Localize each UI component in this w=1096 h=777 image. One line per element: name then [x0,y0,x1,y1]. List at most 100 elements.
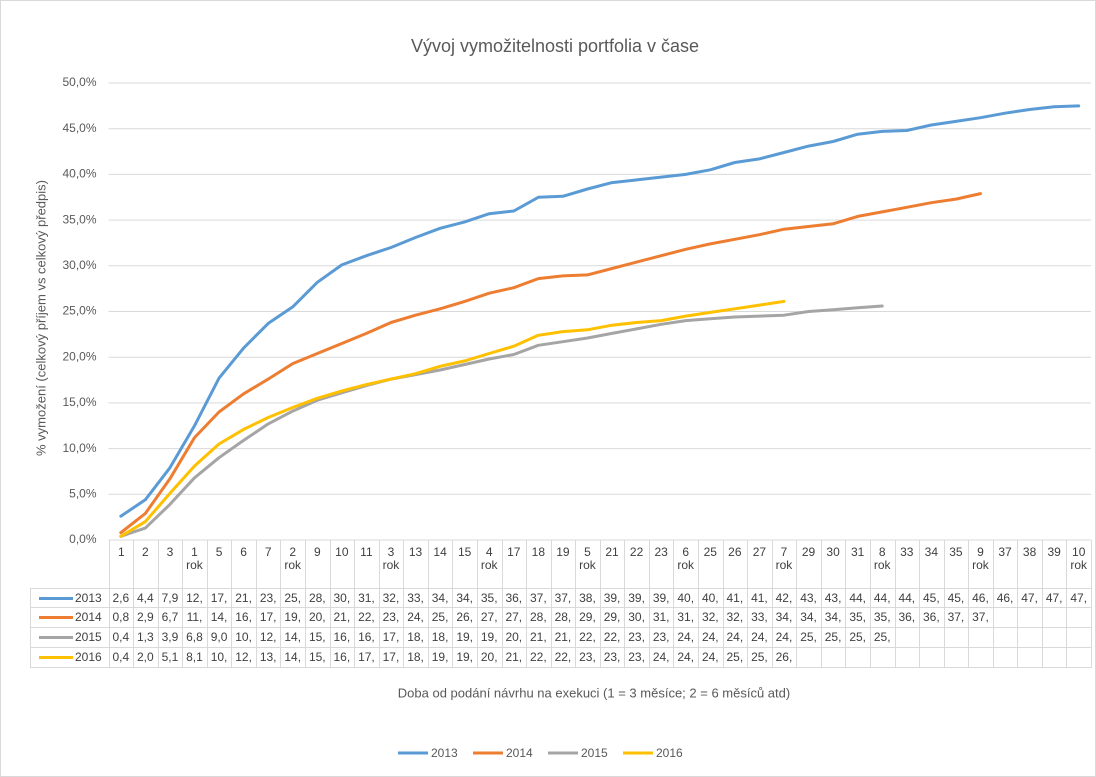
table-cell: 15, [305,648,331,668]
table-cell: 47, [1017,588,1043,608]
table-cell: 23, [624,628,650,648]
table-cell: 12, [182,588,208,608]
table-cell: 18, [403,628,429,648]
legend-label: 2015 [581,746,608,760]
table-cell [919,628,945,648]
table-cell: 31, [673,608,699,628]
table-series-name: 2015 [75,630,102,644]
table-cell [820,648,847,668]
table-cell: 20, [476,648,503,668]
y-tick-label: 20,0% [62,349,96,363]
table-cell: 19, [452,648,478,668]
table-cell: 35, [869,608,896,628]
table-series-name: 2014 [75,610,102,624]
table-cell [796,648,822,668]
x-tick-label: 2 rok [280,540,306,588]
table-cell: 47, [1066,588,1092,608]
table-cell: 31, [354,588,380,608]
y-tick-label: 40,0% [62,167,96,181]
table-cell: 32, [698,608,724,628]
x-tick-label: 38 [1017,540,1043,588]
table-cell [1066,628,1092,648]
series-line [119,104,1081,518]
table-cell: 14, [206,608,233,628]
x-tick-label: 7 rok [772,540,798,588]
table-cell: 28, [305,588,331,608]
table-cell [968,648,994,668]
table-cell: 34, [427,588,454,608]
table-cell: 26, [452,608,478,628]
table-cell: 24, [673,648,699,668]
table-cell [1041,648,1068,668]
table-cell: 34, [771,608,798,628]
x-tick-label: 11 [354,540,380,588]
x-tick-label: 37 [993,540,1019,588]
table-cell [1017,648,1043,668]
table-cell [992,628,1019,648]
table-cell: 17, [354,648,380,668]
table-cell: 33, [747,608,773,628]
table-cell: 34, [452,588,478,608]
y-axis-title: % vymožení (celkový příjem vs celkový př… [33,180,48,456]
legend-label: 2013 [431,746,458,760]
table-cell [845,648,871,668]
x-tick-label: 39 [1042,540,1068,588]
table-cell: 44, [894,588,921,608]
x-tick-label: 27 [747,540,773,588]
table-cell: 3,9 [157,628,184,648]
table-cell: 21, [231,588,257,608]
table-cell: 0,4 [108,628,135,648]
legend-label: 2014 [506,746,533,760]
x-tick-label: 19 [551,540,577,588]
table-cell: 25, [845,628,871,648]
table-cell: 33, [403,588,429,608]
x-tick-label: 14 [428,540,454,588]
table-cell: 23, [648,628,675,648]
table-cell: 5,1 [157,648,184,668]
x-tick-label: 25 [698,540,724,588]
x-tick-label: 10 [330,540,356,588]
series-line [119,192,982,535]
table-cell: 20, [305,608,331,628]
table-cell: 36, [894,608,921,628]
table-cell: 39, [624,588,650,608]
table-cell [894,628,921,648]
x-tick-label: 34 [919,540,945,588]
table-cell: 0,8 [108,608,135,628]
table-cell: 22, [599,628,626,648]
y-tick-label: 5,0% [69,486,97,500]
table-cell: 27, [476,608,503,628]
table-cell: 23, [575,648,601,668]
table-cell: 25, [722,648,749,668]
x-tick-label: 23 [649,540,675,588]
x-tick-label: 9 [305,540,331,588]
table-cell: 30, [624,608,650,628]
table-cell: 24, [648,648,675,668]
table-cell: 27, [501,608,528,628]
y-tick-label: 35,0% [62,212,96,226]
table-cell: 17, [255,608,282,628]
table-cell: 16, [329,628,356,648]
table-cell: 31, [648,608,675,628]
table-cell: 4,4 [133,588,159,608]
table-cell: 39, [599,588,626,608]
table-cell: 25, [820,628,847,648]
table-cell: 37, [526,588,552,608]
x-tick-label: 9 rok [968,540,994,588]
table-cell: 16, [354,628,380,648]
table-cell: 21, [501,648,528,668]
table-cell: 25, [747,648,773,668]
table-row-header: 2014 [30,608,110,628]
table-cell: 44, [869,588,896,608]
table-cell: 18, [403,648,429,668]
table-cell: 30, [329,588,356,608]
table-cell: 24, [771,628,798,648]
table-cell: 22, [550,648,577,668]
x-tick-label: 5 [207,540,233,588]
table-cell: 36, [919,608,945,628]
table-cell: 17, [378,648,405,668]
table-cell: 16, [231,608,257,628]
table-cell: 13, [255,648,282,668]
table-cell [1017,628,1043,648]
x-tick-label: 13 [403,540,429,588]
